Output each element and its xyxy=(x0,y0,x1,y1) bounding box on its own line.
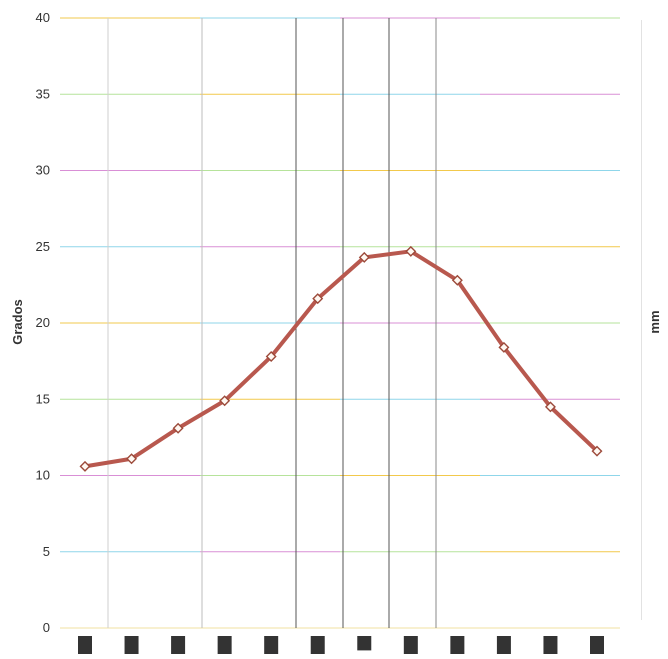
precip-bar xyxy=(217,636,232,654)
y-tick-label: 20 xyxy=(36,315,50,330)
y-tick-label: 15 xyxy=(36,391,50,406)
precip-bar xyxy=(496,636,511,654)
data-point xyxy=(498,341,510,353)
data-point xyxy=(79,460,91,472)
y-tick-label: 10 xyxy=(36,468,50,483)
y2-axis-title: mm xyxy=(647,310,662,333)
data-point xyxy=(219,395,231,407)
data-point xyxy=(544,401,556,413)
precipitation-bars xyxy=(78,636,604,654)
y-tick-label: 5 xyxy=(43,544,50,559)
precip-bar xyxy=(543,636,558,654)
y-tick-label: 0 xyxy=(43,620,50,635)
precip-bar xyxy=(450,636,465,654)
precip-bar xyxy=(590,636,604,654)
precip-bar xyxy=(171,636,186,654)
y-tick-label: 25 xyxy=(36,239,50,254)
y-tick-label: 40 xyxy=(36,10,50,25)
y-axis-title: Grados xyxy=(10,299,25,345)
data-point xyxy=(126,453,138,465)
data-point xyxy=(358,251,370,263)
temperature-series xyxy=(79,245,603,472)
data-point xyxy=(265,351,277,363)
data-point xyxy=(591,445,603,457)
grid-lines xyxy=(60,17,620,629)
data-point xyxy=(405,245,417,257)
precip-bar xyxy=(78,636,92,654)
series-line xyxy=(83,249,599,469)
y-tick-label: 35 xyxy=(36,86,50,101)
data-point xyxy=(451,274,463,286)
precip-bar xyxy=(310,636,325,654)
precip-bar xyxy=(403,636,418,654)
precip-bar xyxy=(124,636,139,654)
y-tick-label: 30 xyxy=(36,163,50,178)
right-axis-line xyxy=(641,20,642,620)
precip-bar xyxy=(357,636,372,651)
y-axis-ticks: 0 5 10 15 20 25 30 35 40 xyxy=(36,10,50,635)
precip-bar xyxy=(264,636,279,654)
data-point xyxy=(172,422,184,434)
data-point xyxy=(312,293,324,305)
vertical-grid-lines xyxy=(107,18,437,628)
